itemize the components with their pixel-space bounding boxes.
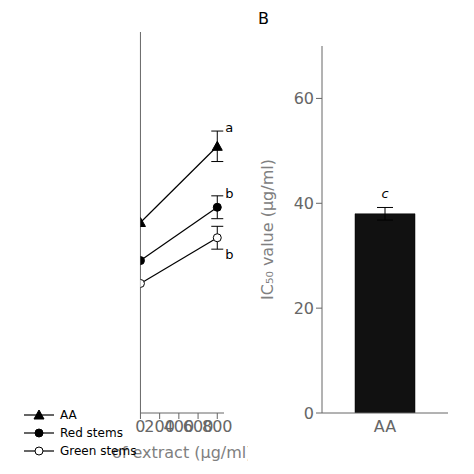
svg-text:c: c	[381, 186, 388, 201]
svg-text:of extract (μg/ml): of extract (μg/ml)	[112, 443, 248, 462]
svg-text:60: 60	[294, 89, 314, 108]
svg-text:IC₅₀ value (μg/ml): IC₅₀ value (μg/ml)	[258, 159, 277, 300]
svg-text:AA: AA	[374, 417, 396, 436]
svg-text:800: 800	[202, 417, 233, 436]
svg-text:0: 0	[304, 404, 314, 423]
svg-text:a: a	[225, 120, 233, 135]
svg-text:20: 20	[294, 299, 314, 318]
svg-text:40: 40	[294, 194, 314, 213]
svg-text:b: b	[225, 186, 233, 201]
svg-text:b: b	[225, 247, 233, 262]
